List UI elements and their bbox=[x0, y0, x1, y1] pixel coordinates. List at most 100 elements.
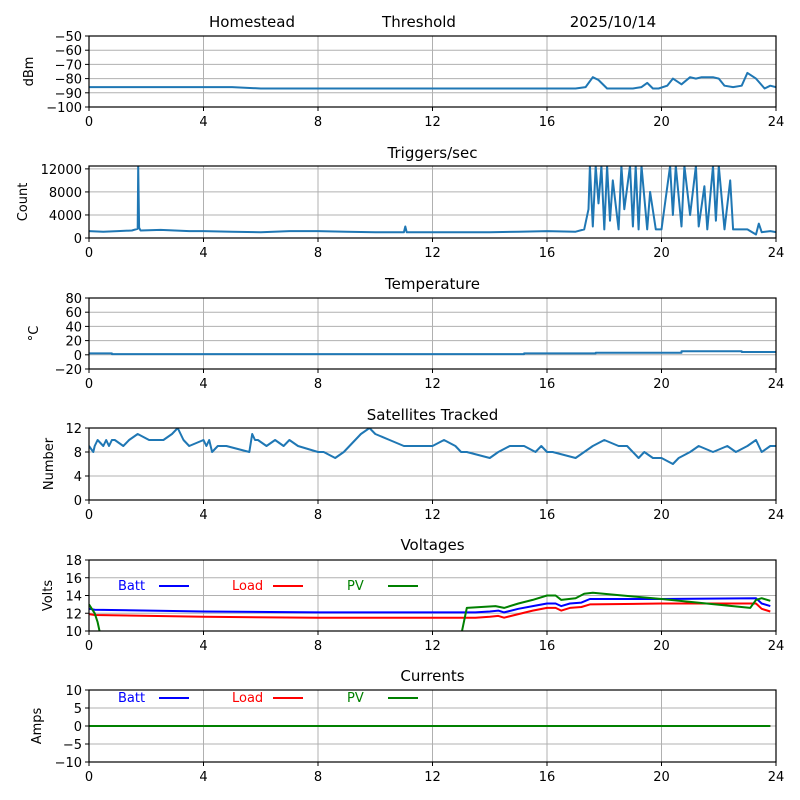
y-tick-label: −20 bbox=[55, 363, 82, 378]
legend-label-batt: Batt bbox=[118, 691, 145, 706]
series-line-signal bbox=[89, 71, 776, 90]
x-tick-label: 4 bbox=[199, 115, 207, 130]
y-tick-label: 12 bbox=[65, 607, 82, 622]
x-tick-label: 4 bbox=[199, 246, 207, 261]
y-axis-label: dBm bbox=[22, 57, 37, 87]
y-tick-label: 8 bbox=[74, 446, 82, 461]
y-tick-label: −100 bbox=[46, 101, 82, 116]
x-tick-label: 0 bbox=[85, 115, 93, 130]
panel-satellites: 0 4 8 12 16 20 24 12 8 4 0 Number Satellites Tracked bbox=[42, 406, 784, 523]
x-tick-label: 8 bbox=[314, 115, 322, 130]
y-tick-label: 5 bbox=[74, 702, 82, 717]
x-tick-label: 12 bbox=[424, 377, 441, 392]
series-line-load bbox=[89, 602, 771, 619]
x-tick-label: 24 bbox=[768, 770, 785, 785]
x-tick-label: 8 bbox=[314, 770, 322, 785]
y-tick-label: −60 bbox=[55, 44, 82, 59]
x-tick-label: 12 bbox=[424, 246, 441, 261]
x-tick-label: 24 bbox=[768, 639, 785, 654]
x-tick-label: 12 bbox=[424, 508, 441, 523]
x-tick-label: 4 bbox=[199, 508, 207, 523]
y-tick-label: 0 bbox=[74, 494, 82, 509]
y-tick-label: −5 bbox=[63, 738, 82, 753]
x-tick-label: 20 bbox=[653, 377, 670, 392]
y-tick-label: 60 bbox=[65, 306, 82, 321]
x-tick-label: 16 bbox=[539, 115, 556, 130]
panel-title: Satellites Tracked bbox=[367, 406, 498, 424]
x-tick-label: 20 bbox=[653, 246, 670, 261]
x-tick-label: 12 bbox=[424, 770, 441, 785]
x-tick-label: 24 bbox=[768, 246, 785, 261]
y-tick-label: −10 bbox=[55, 756, 82, 771]
y-axis-label: Amps bbox=[30, 707, 45, 744]
y-tick-label: 12 bbox=[65, 422, 82, 437]
y-tick-label: −80 bbox=[55, 73, 82, 88]
y-tick-label: −50 bbox=[55, 30, 82, 45]
y-tick-label: 20 bbox=[65, 335, 82, 350]
x-tick-label: 24 bbox=[768, 377, 785, 392]
legend: Batt Load PV bbox=[118, 691, 418, 706]
x-tick-label: 24 bbox=[768, 508, 785, 523]
y-tick-label: 18 bbox=[65, 554, 82, 569]
x-tick-label: 12 bbox=[424, 115, 441, 130]
panel-title: Triggers/sec bbox=[387, 144, 478, 162]
legend-label-pv: PV bbox=[347, 579, 364, 594]
x-tick-label: 20 bbox=[653, 639, 670, 654]
x-tick-label: 8 bbox=[314, 377, 322, 392]
series-line-temperature bbox=[89, 350, 776, 356]
x-tick-label: 4 bbox=[199, 377, 207, 392]
x-tick-label: 16 bbox=[539, 639, 556, 654]
y-axis-label: Volts bbox=[41, 580, 56, 612]
x-tick-label: 0 bbox=[85, 508, 93, 523]
header-site: Homestead bbox=[209, 13, 295, 31]
x-tick-label: 20 bbox=[653, 770, 670, 785]
x-tick-label: 8 bbox=[314, 639, 322, 654]
legend-label-batt: Batt bbox=[118, 579, 145, 594]
y-tick-label: −90 bbox=[55, 87, 82, 102]
x-tick-label: 20 bbox=[653, 508, 670, 523]
x-tick-label: 24 bbox=[768, 115, 785, 130]
y-tick-label: 4000 bbox=[49, 209, 82, 224]
x-tick-label: 4 bbox=[199, 770, 207, 785]
x-tick-label: 16 bbox=[539, 377, 556, 392]
x-tick-label: 20 bbox=[653, 115, 670, 130]
legend-label-load: Load bbox=[232, 579, 263, 594]
y-tick-label: 0 bbox=[74, 349, 82, 364]
x-tick-label: 16 bbox=[539, 770, 556, 785]
panel-triggers: 0 4 8 12 16 20 24 12000 8000 4000 0 Count Triggers/s… bbox=[16, 144, 784, 261]
series-line-batt bbox=[89, 597, 771, 614]
y-tick-label: 80 bbox=[65, 292, 82, 307]
panel-title: Currents bbox=[400, 667, 464, 685]
header-mode: Threshold bbox=[381, 13, 456, 31]
x-tick-label: 0 bbox=[85, 639, 93, 654]
y-tick-label: 10 bbox=[65, 625, 82, 640]
panel-signal: 0 4 8 12 16 20 24 −50−60−70−80−90−100 dBm bbox=[22, 30, 784, 130]
legend: Batt Load PV bbox=[118, 579, 418, 594]
x-tick-label: 16 bbox=[539, 246, 556, 261]
y-tick-label: 40 bbox=[65, 320, 82, 335]
header-date: 2025/10/14 bbox=[570, 13, 656, 31]
y-tick-label: 0 bbox=[74, 720, 82, 735]
x-tick-label: 12 bbox=[424, 639, 441, 654]
figure-header: Homestead Threshold 2025/10/14 bbox=[209, 13, 656, 31]
y-axis-label: Count bbox=[16, 183, 31, 222]
panel-title: Voltages bbox=[400, 536, 464, 554]
y-tick-label: 8000 bbox=[49, 186, 82, 201]
legend-label-pv: PV bbox=[347, 691, 364, 706]
x-tick-label: 0 bbox=[85, 377, 93, 392]
legend-label-load: Load bbox=[232, 691, 263, 706]
y-tick-label: 14 bbox=[65, 590, 82, 605]
y-axis-label: Number bbox=[42, 437, 57, 490]
x-tick-label: 0 bbox=[85, 246, 93, 261]
panel-currents: 0 4 8 12 16 20 24 10 5 0 −5 −10 Amps Currents Batt Load… bbox=[30, 667, 784, 785]
x-tick-label: 4 bbox=[199, 639, 207, 654]
x-tick-label: 0 bbox=[85, 770, 93, 785]
y-tick-label: 10 bbox=[65, 684, 82, 699]
x-tick-label: 8 bbox=[314, 508, 322, 523]
y-axis-label: °C bbox=[27, 326, 42, 342]
y-tick-label: 16 bbox=[65, 572, 82, 587]
series-line-satellites bbox=[89, 428, 776, 465]
x-tick-label: 16 bbox=[539, 508, 556, 523]
